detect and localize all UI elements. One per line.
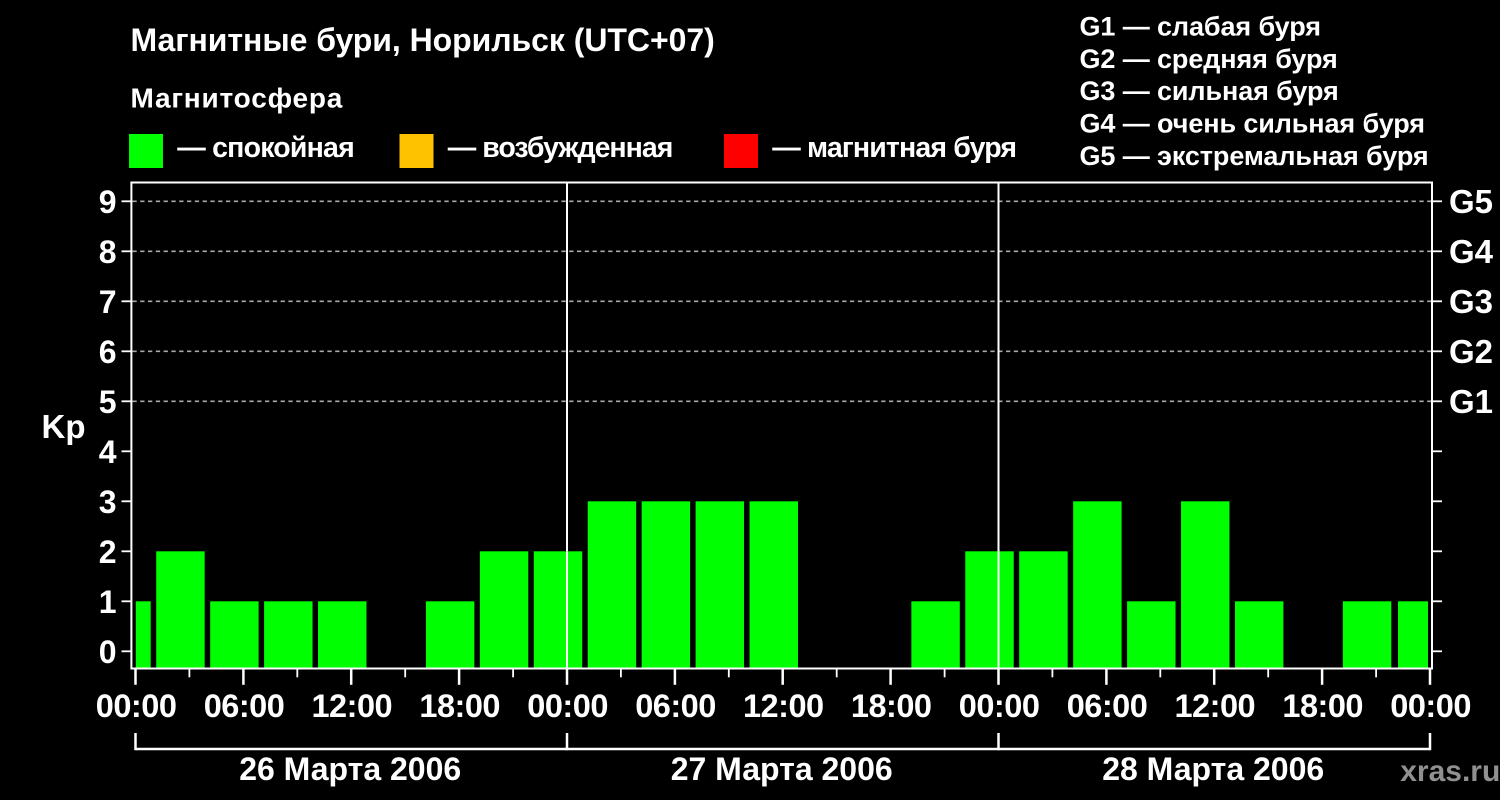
svg-text:12:00: 12:00 — [311, 688, 392, 724]
svg-text:18:00: 18:00 — [419, 688, 500, 724]
svg-text:Магнитосфера: Магнитосфера — [131, 83, 344, 114]
svg-text:0: 0 — [99, 634, 117, 670]
svg-text:G3: G3 — [1449, 283, 1493, 320]
svg-text:5: 5 — [99, 384, 117, 420]
svg-text:9: 9 — [99, 184, 117, 220]
svg-text:G1 — слабая буря: G1 — слабая буря — [1080, 12, 1321, 42]
svg-text:8: 8 — [99, 234, 117, 270]
svg-text:4: 4 — [99, 434, 117, 470]
svg-text:G4: G4 — [1449, 233, 1494, 270]
svg-text:18:00: 18:00 — [851, 688, 932, 724]
svg-text:12:00: 12:00 — [743, 688, 824, 724]
svg-text:7: 7 — [99, 284, 117, 320]
svg-text:G5 — экстремальная буря: G5 — экстремальная буря — [1080, 141, 1429, 171]
svg-text:xras.ru: xras.ru — [1400, 755, 1500, 788]
svg-text:6: 6 — [99, 334, 117, 370]
svg-text:1: 1 — [99, 584, 117, 620]
svg-text:06:00: 06:00 — [635, 688, 716, 724]
svg-text:18:00: 18:00 — [1282, 688, 1363, 724]
svg-text:G2: G2 — [1449, 333, 1493, 370]
svg-text:G3 — сильная буря: G3 — сильная буря — [1080, 76, 1339, 106]
svg-text:27 Марта 2006: 27 Марта 2006 — [671, 751, 893, 787]
svg-text:00:00: 00:00 — [96, 688, 177, 724]
svg-text:Магнитные бури, Норильск (UTC+: Магнитные бури, Норильск (UTC+07) — [131, 22, 715, 58]
svg-text:26 Марта 2006: 26 Марта 2006 — [239, 751, 461, 787]
svg-text:G5: G5 — [1449, 183, 1493, 220]
svg-text:G1: G1 — [1449, 383, 1493, 420]
svg-text:— магнитная буря: — магнитная буря — [772, 132, 1016, 164]
svg-text:— спокойная: — спокойная — [177, 132, 354, 164]
svg-text:Kp: Kp — [42, 408, 86, 445]
svg-text:3: 3 — [99, 484, 117, 520]
svg-text:G2 — средняя буря: G2 — средняя буря — [1080, 44, 1338, 74]
svg-text:00:00: 00:00 — [1390, 688, 1471, 724]
svg-text:— возбужденная: — возбужденная — [448, 132, 673, 164]
svg-text:00:00: 00:00 — [527, 688, 608, 724]
svg-text:G4 — очень сильная буря: G4 — очень сильная буря — [1080, 109, 1425, 139]
svg-text:00:00: 00:00 — [959, 688, 1040, 724]
svg-text:28 Марта 2006: 28 Марта 2006 — [1102, 751, 1324, 787]
svg-text:2: 2 — [99, 534, 117, 570]
svg-text:12:00: 12:00 — [1174, 688, 1255, 724]
svg-text:06:00: 06:00 — [1067, 688, 1148, 724]
svg-text:06:00: 06:00 — [204, 688, 285, 724]
